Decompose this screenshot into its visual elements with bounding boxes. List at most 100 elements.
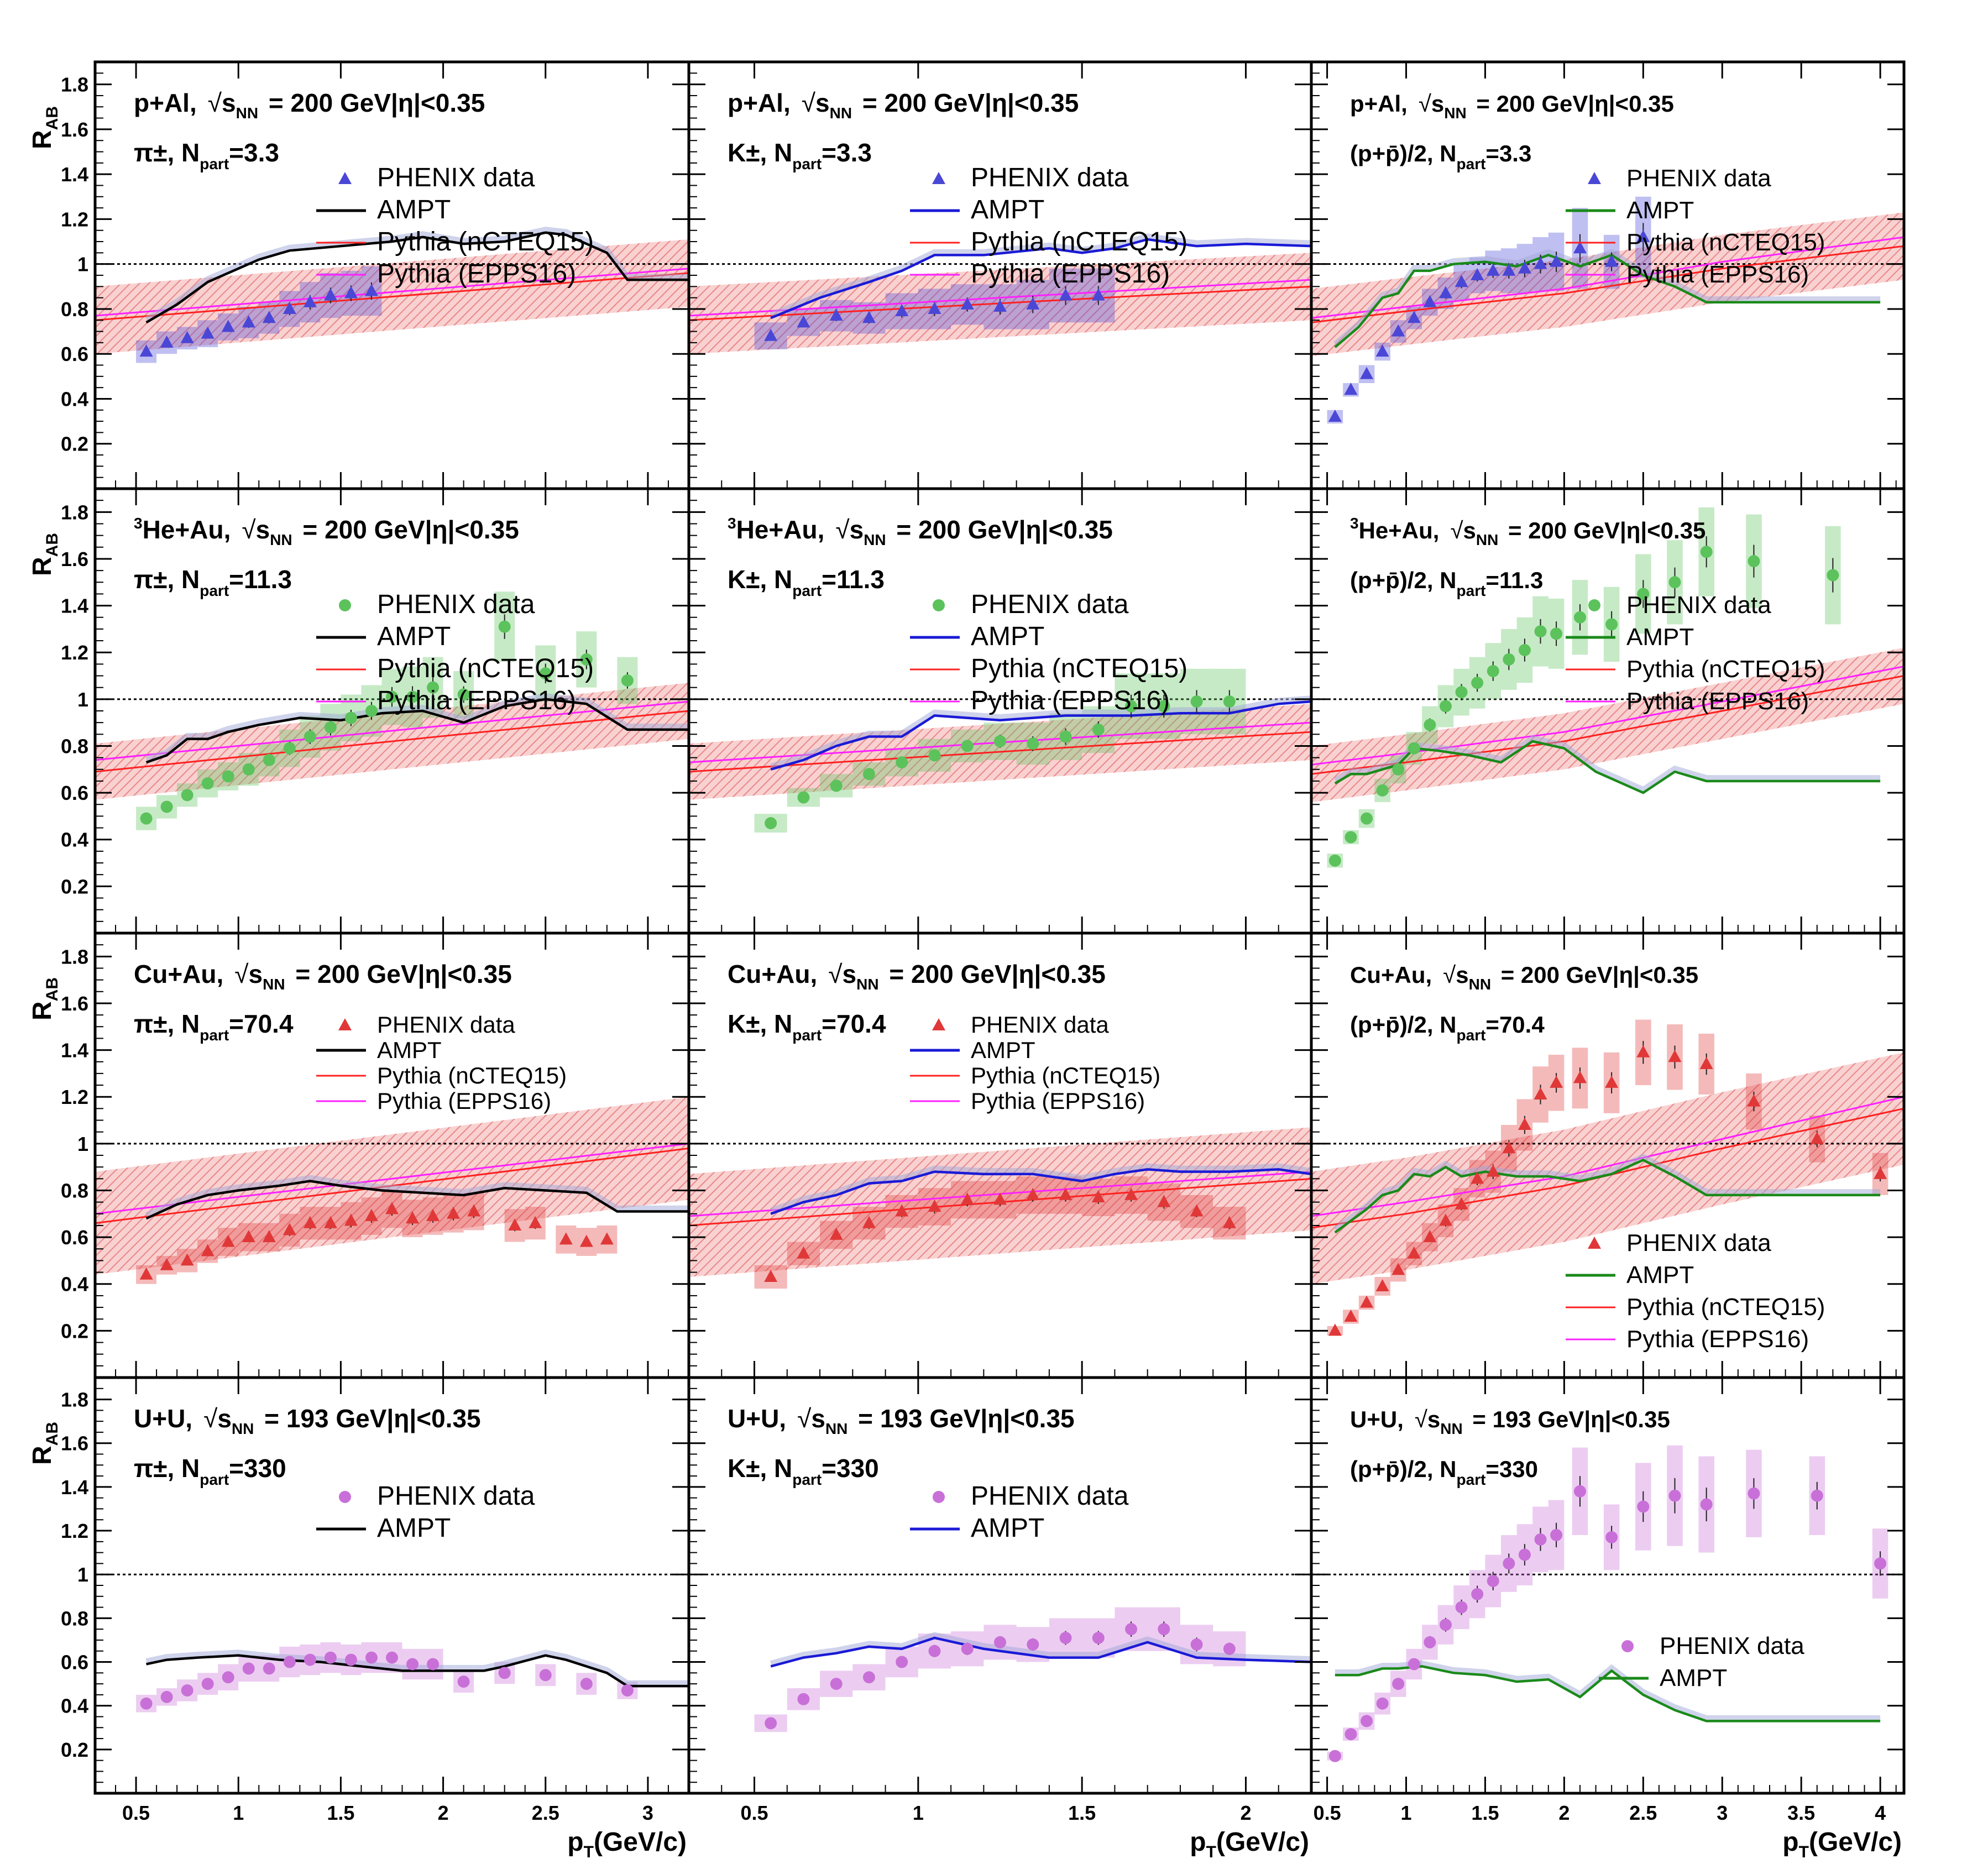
pythia-ncteq15-line [689,731,1311,773]
panel-title-system: U+U, √sNN = 193 GeV|η|<0.35 [728,1404,1075,1437]
title-superscript: 3 [728,515,736,532]
data-point [1407,311,1421,323]
ampt-uncertainty-band [770,1632,1311,1666]
legend-marker [933,599,945,611]
npart-subscript: part [1457,1471,1486,1488]
data-point [1423,295,1437,307]
legend-marker [933,1491,945,1503]
title-energy: = 200 GeV [289,960,418,988]
data-point [283,742,296,755]
legend-marker [932,1018,945,1030]
data-point [1827,569,1839,582]
data-point [1573,611,1586,624]
x-tick-label: 1 [1401,1802,1412,1824]
panel-CuAu-2: Cu+Au, √sNN = 200 GeV|η|<0.35 (p+p̄)/2, Np… [1310,931,1906,1379]
data-point [1328,409,1342,422]
data-point [344,286,358,299]
legend-label: PHENIX data [971,1012,1109,1038]
title-eta: |η|<0.35 [418,960,512,988]
data-point [385,1202,399,1214]
y-axis-title-r: R [28,130,57,149]
ampt-line [146,1654,689,1688]
panel-title-species: π±, Npart=3.3 [134,138,279,172]
y-tick-label: 1.6 [61,992,88,1015]
data-point [621,1684,634,1697]
legend-label: PHENIX data [377,1481,535,1511]
ampt-line [770,1636,1311,1668]
x-tick-label: 1 [233,1802,244,1824]
legend-label: PHENIX data [1626,165,1771,192]
data-point [181,1684,193,1697]
title-eta: |η|<0.35 [1620,517,1706,544]
y-tick-label: 1.8 [61,501,88,523]
sqrt-subscript: NN [1476,531,1498,548]
panel-title-species: π±, Npart=11.3 [134,565,292,599]
data-point [928,1645,941,1657]
legend: PHENIX data AMPT [910,1481,1129,1543]
panel-title-system: p+Al, √sNN = 200 GeV|η|<0.35 [1350,91,1674,122]
panel-CuAu-1: Cu+Au, √sNN = 200 GeV|η|<0.35 K±, Npart=70… [687,931,1313,1379]
sqrt-symbol: √ [1415,1406,1428,1432]
data-point [539,1669,552,1682]
data-point [242,763,255,776]
npart-value: =11.3 [822,565,885,594]
data-point [928,1200,941,1212]
data-point [221,1234,235,1247]
panel-plot-area [689,1573,1311,1732]
data-point [765,817,777,830]
title-energy: = 200 GeV [261,88,391,117]
data-point [1328,1323,1342,1336]
data-point [1550,627,1563,640]
data-point [1534,1533,1547,1546]
legend: PHENIX data AMPT Pythia (nCTEQ15) Pythia (E… [910,590,1187,715]
npart-subscript: part [792,1471,822,1488]
ampt-uncertainty-band [145,1650,689,1685]
data-point [1392,763,1405,776]
npart-value: =11.3 [229,565,292,594]
ampt-line [1335,1665,1881,1722]
legend-label: AMPT [377,195,451,224]
data-point [1534,256,1547,269]
x-tick-label: 2 [1558,1802,1570,1824]
data-point [1375,1279,1389,1291]
ampt-uncertainty-band [770,1163,1311,1213]
ampt-uncertainty-band [145,693,689,762]
title-superscript: 3 [134,515,143,532]
ampt-line [1334,740,1881,794]
title-species-text: K±, N [728,138,792,167]
x-tick-label: 0.5 [122,1802,150,1824]
x-axis-title-sub: T [1206,1843,1216,1861]
y-tick-label: 1.6 [61,548,88,570]
data-point [426,1209,440,1222]
x-axis-title-p: p [567,1828,583,1857]
data-point [960,1192,974,1205]
title-system-text: U+U, [1350,1406,1404,1432]
legend: PHENIX data AMPT Pythia (nCTEQ15) Pythia (E… [316,590,594,715]
ampt-uncertainty-band [145,227,689,322]
legend-label: PHENIX data [377,590,535,619]
y-axis-title-sub: AB [43,533,61,557]
data-point [1487,1575,1499,1588]
y-tick-label: 1.8 [61,1389,88,1411]
data-point [1360,1295,1374,1308]
legend-marker [1621,1640,1634,1652]
panel-title-species: K±, Npart=11.3 [728,565,885,599]
legend-label: PHENIX data [1660,1632,1804,1659]
title-system-text: p+Al, [134,88,197,117]
data-point [1125,1623,1138,1636]
y-tick-label: 1.4 [61,595,88,617]
npart-subscript: part [792,1027,822,1044]
data-point [1605,1531,1618,1543]
data-point [1059,730,1072,743]
data-point [1059,288,1073,301]
x-tick-label: 3 [642,1802,653,1824]
data-point [764,1270,778,1282]
sqrt-symbol: √ [242,515,256,544]
legend-label: Pythia (nCTEQ15) [971,227,1187,256]
data-point [1573,1071,1587,1083]
data-point [1518,1117,1531,1130]
data-point [467,1204,481,1217]
y-tick-label: 1.4 [61,1476,88,1499]
data-point [263,1662,275,1675]
